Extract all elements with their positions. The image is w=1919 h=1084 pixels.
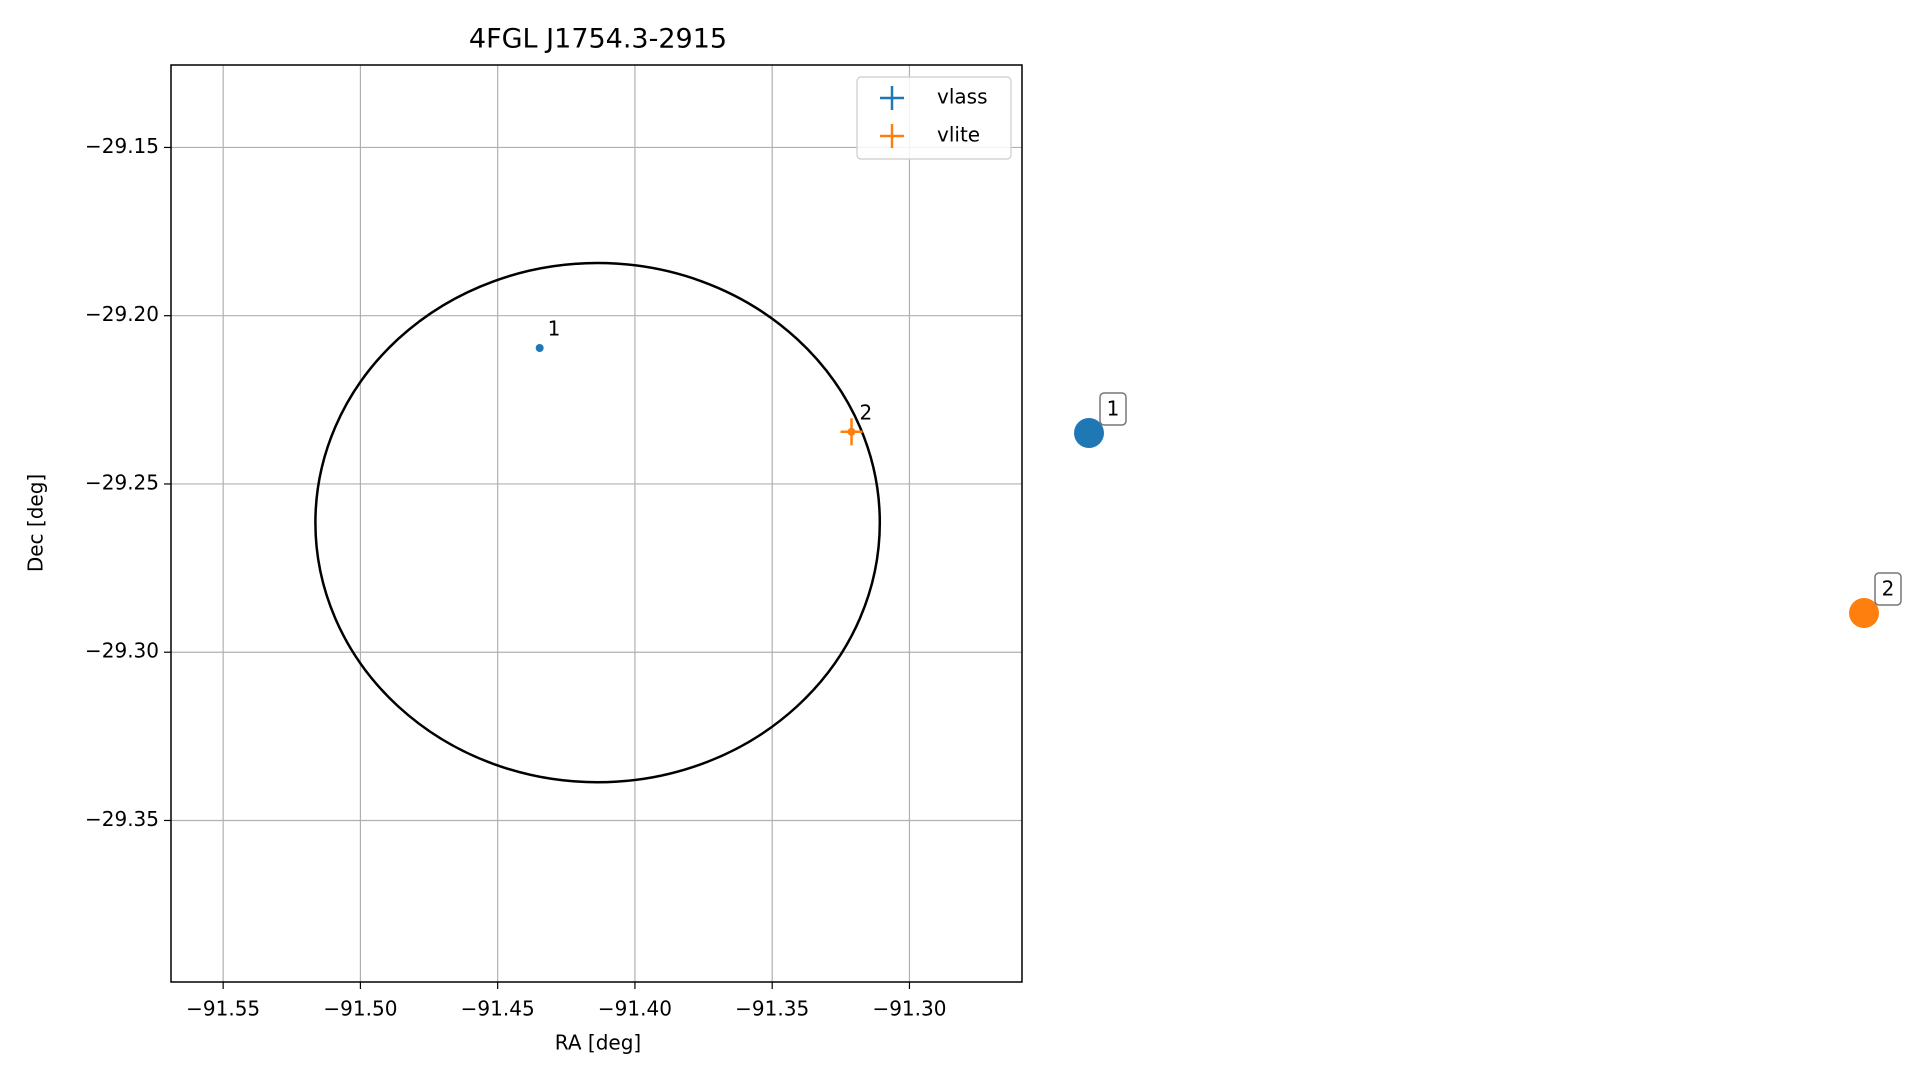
point-label: 1 [548, 317, 561, 341]
legend-label: vlass [937, 85, 988, 109]
point [847, 427, 856, 436]
y-tick-label: −29.20 [85, 302, 159, 326]
x-tick-label: −91.50 [323, 997, 397, 1021]
x-tick-label: −91.30 [872, 997, 946, 1021]
plot-frame [170, 64, 1023, 983]
annotation-marker [1849, 598, 1879, 628]
annotation-label: 2 [1882, 577, 1895, 601]
x-tick-label: −91.45 [461, 997, 535, 1021]
legend-box [856, 76, 1012, 160]
y-tick-label: −29.30 [85, 639, 159, 663]
point [535, 344, 544, 353]
x-tick-label: −91.40 [598, 997, 672, 1021]
legend-label: vlite [937, 123, 980, 147]
annotation-box [1874, 572, 1902, 606]
annotation-marker [1074, 418, 1104, 448]
x-axis-label: RA [deg] [555, 1031, 641, 1055]
y-tick-label: −29.15 [85, 134, 159, 158]
error-ellipse [314, 261, 882, 784]
x-tick-label: −91.55 [186, 997, 260, 1021]
y-tick-label: −29.25 [85, 470, 159, 494]
y-axis-label: Dec [deg] [24, 474, 48, 572]
point-label: 2 [860, 400, 873, 424]
annotation-label: 1 [1107, 397, 1120, 421]
x-tick-label: −91.35 [735, 997, 809, 1021]
chart-title: 4FGL J1754.3-2915 [469, 24, 727, 55]
y-tick-label: −29.35 [85, 807, 159, 831]
annotation-box [1099, 392, 1127, 426]
